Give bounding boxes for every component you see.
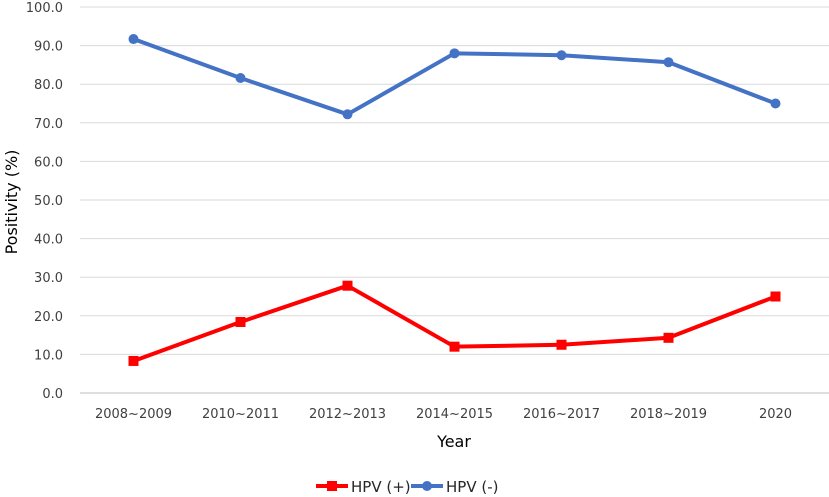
x-tick-label: 2016~2017 (523, 407, 600, 422)
y-tick-label: 40.0 (34, 233, 63, 248)
data-point-hpv-negative (342, 109, 353, 120)
data-point-hpv-negative (235, 73, 246, 84)
data-point-hpv-positive (128, 355, 139, 366)
x-tick-labels: 2008~2009 2010~2011 2012~2013 2014~2015 2016… (95, 407, 792, 422)
data-point-hpv-positive (556, 339, 567, 350)
y-tick-label: 90.0 (34, 40, 63, 55)
y-tick-label: 60.0 (34, 155, 63, 170)
y-tick-label: 50.0 (34, 194, 63, 209)
data-point-hpv-negative (663, 57, 674, 68)
data-point-hpv-positive (663, 332, 674, 343)
data-point-hpv-negative (128, 34, 139, 45)
legend: HPV (+) HPV (-) (316, 478, 498, 496)
x-tick-label: 2014~2015 (416, 407, 493, 422)
y-tick-label: 20.0 (34, 310, 63, 325)
data-point-hpv-positive (342, 280, 353, 291)
x-tick-label: 2012~2013 (309, 407, 386, 422)
y-tick-label: 80.0 (34, 78, 63, 93)
y-tick-labels: 0.0 10.0 20.0 30.0 40.0 50.0 60.0 70.0 80.0 90.0 1… (26, 1, 63, 402)
data-point-hpv-negative (770, 98, 781, 109)
x-tick-label: 2020 (759, 407, 792, 422)
y-tick-label: 10.0 (34, 348, 63, 363)
y-axis-title: Positivity (%) (2, 150, 21, 255)
legend-label-hpv-positive: HPV (+) (351, 478, 411, 496)
data-point-hpv-positive (770, 291, 781, 302)
y-tick-label: 100.0 (26, 1, 63, 16)
x-tick-label: 2018~2019 (630, 407, 707, 422)
series-layer (128, 34, 781, 366)
legend-marker-hpv-positive (327, 481, 337, 491)
x-tick-label: 2008~2009 (95, 407, 172, 422)
gridlines (80, 6, 829, 394)
data-point-hpv-positive (235, 316, 246, 327)
y-tick-label: 70.0 (34, 117, 63, 132)
data-point-hpv-negative (449, 48, 460, 59)
data-point-hpv-negative (556, 50, 567, 61)
legend-marker-hpv-negative (422, 481, 432, 491)
x-tick-label: 2010~2011 (202, 407, 279, 422)
data-point-hpv-positive (449, 341, 460, 352)
x-axis-title: Year (436, 432, 471, 451)
y-tick-label: 30.0 (34, 271, 63, 286)
legend-label-hpv-negative: HPV (-) (446, 478, 498, 496)
y-tick-label: 0.0 (42, 387, 63, 402)
